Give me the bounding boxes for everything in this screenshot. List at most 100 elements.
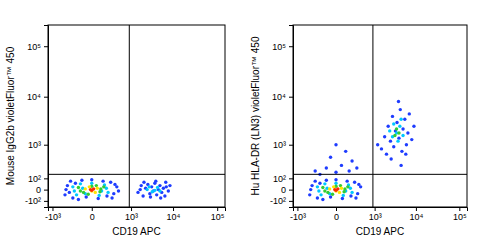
event-point [406, 131, 409, 134]
event-point [338, 191, 341, 194]
event-point [399, 108, 402, 111]
event-point [159, 196, 162, 199]
quadrant-line [129, 25, 130, 207]
event-point [326, 191, 329, 194]
tick: 10⁵ [453, 207, 467, 222]
series [316, 118, 405, 198]
tick: 10⁴ [27, 92, 48, 102]
event-point [385, 152, 388, 155]
tick: -10³ [290, 207, 306, 222]
event-point [321, 186, 324, 189]
event-point [316, 196, 319, 199]
event-point [77, 198, 80, 201]
event-point [334, 171, 337, 174]
tick-mark [289, 145, 293, 146]
tick-label: 0 [36, 185, 41, 195]
tick: 10² [273, 174, 293, 184]
tick-mark [92, 207, 93, 211]
event-point [156, 186, 159, 189]
series [321, 127, 400, 196]
tick-mark [289, 190, 293, 191]
tick-mark [289, 201, 293, 202]
tick: 10³ [369, 207, 382, 222]
event-point [321, 198, 324, 201]
event-point [349, 194, 352, 197]
event-point [328, 187, 331, 190]
tick-label: 10⁴ [27, 92, 41, 102]
event-point [167, 189, 170, 192]
series [328, 185, 343, 194]
event-point [79, 189, 82, 192]
event-point [148, 185, 151, 188]
event-point [355, 166, 358, 169]
tick-label: 10² [273, 174, 286, 184]
event-point [149, 195, 152, 198]
event-point [316, 185, 319, 188]
event-point [389, 157, 392, 160]
event-point [395, 127, 398, 130]
event-point [94, 191, 97, 194]
event-point [342, 194, 345, 197]
tick-mark [289, 46, 293, 47]
event-point [102, 185, 105, 188]
series [84, 185, 99, 194]
event-point [80, 178, 83, 181]
event-point [110, 196, 113, 199]
tick-mark [289, 178, 293, 179]
event-point [325, 166, 328, 169]
event-point [90, 178, 93, 181]
event-point [313, 169, 316, 172]
event-point [401, 134, 404, 137]
tick-label: 10⁴ [409, 212, 423, 222]
event-point [329, 195, 332, 198]
tick: 0 [36, 185, 48, 195]
tick: -10² [25, 196, 48, 206]
event-point [64, 188, 67, 191]
tick: 10⁴ [167, 207, 181, 222]
event-point [344, 150, 347, 153]
tick-label: 10⁵ [272, 42, 286, 52]
event-point [329, 156, 332, 159]
event-point [73, 189, 76, 192]
event-point [334, 182, 337, 185]
event-point [309, 188, 312, 191]
tick: -10² [270, 196, 293, 206]
event-point [331, 193, 334, 196]
event-point [347, 169, 350, 172]
tick: 10² [28, 174, 48, 184]
series [89, 187, 95, 192]
event-point [345, 179, 348, 182]
figure: -10³010³10⁴10⁵-10²010²10³10⁴10⁵CD19 APCM… [0, 0, 480, 240]
event-point [136, 191, 139, 194]
event-point [380, 147, 383, 150]
tick: 10³ [125, 207, 138, 222]
event-point [75, 193, 78, 196]
event-point [168, 184, 171, 187]
tick-label: -10² [270, 196, 286, 206]
event-point [317, 189, 320, 192]
event-point [393, 134, 396, 137]
event-point [66, 184, 69, 187]
tick-mark [336, 207, 337, 211]
event-point [69, 179, 72, 182]
event-point [109, 180, 112, 183]
event-point [106, 191, 109, 194]
tick: 10³ [273, 140, 293, 150]
event-point [97, 194, 100, 197]
event-point [319, 193, 322, 196]
event-point [389, 139, 392, 142]
event-point [84, 187, 87, 190]
event-point [85, 195, 88, 198]
tick: 10⁴ [409, 207, 423, 222]
y-axis: -10²010²10³10⁴10⁵ [270, 26, 294, 208]
event-point [308, 193, 311, 196]
event-point [405, 143, 408, 146]
tick-mark [416, 207, 417, 211]
event-point [391, 115, 394, 118]
event-point [105, 194, 108, 197]
tick: 10³ [28, 140, 48, 150]
event-point [71, 196, 74, 199]
event-point [410, 138, 413, 141]
event-point [87, 193, 90, 196]
event-point [388, 129, 391, 132]
